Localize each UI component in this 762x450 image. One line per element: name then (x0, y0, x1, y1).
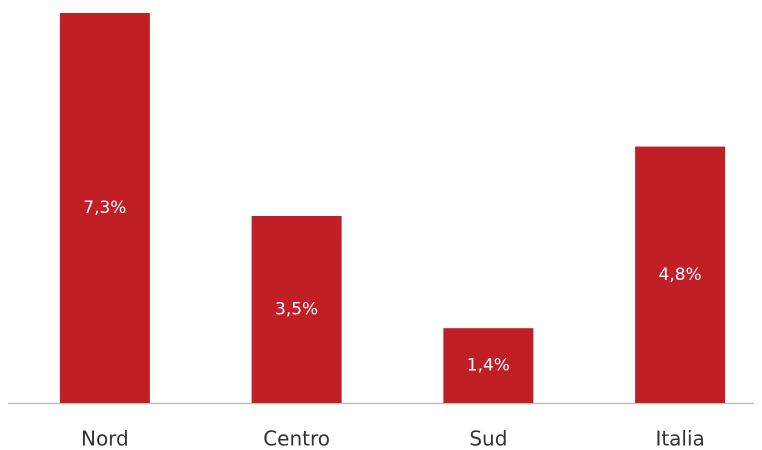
bar (635, 146, 726, 403)
data-label: 1,4% (467, 356, 510, 376)
x-tick-label: Centro (263, 427, 330, 450)
data-label: 4,8% (659, 265, 702, 285)
data-label: 3,5% (275, 300, 318, 320)
data-label: 7,3% (83, 198, 126, 218)
bar (443, 328, 534, 403)
x-tick-label: Nord (81, 427, 129, 450)
x-tick-label: Italia (655, 427, 704, 450)
bar (251, 216, 342, 403)
x-tick-label: Sud (469, 427, 507, 450)
bar (59, 13, 150, 403)
